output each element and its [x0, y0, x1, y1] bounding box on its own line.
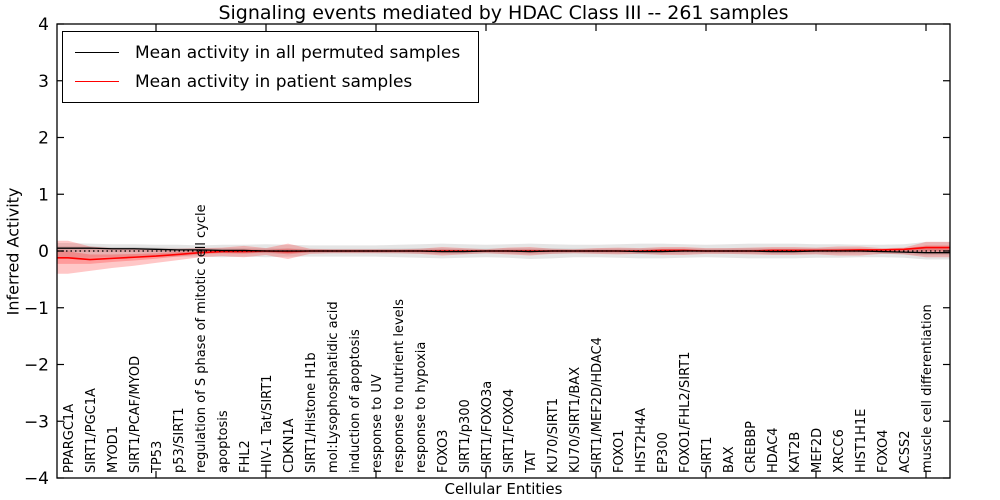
x-category-label: MYOD1	[106, 426, 121, 473]
x-category-label: FOXO4	[876, 430, 891, 473]
x-category-label: HDAC4	[766, 427, 781, 473]
y-tick-label: 2	[38, 129, 49, 149]
x-category-label: induction of apoptosis	[348, 329, 363, 473]
legend: Mean activity in all permuted samples Me…	[62, 31, 480, 103]
x-category-label: SIRT1/FOXO4	[502, 389, 517, 473]
x-category-label: FHL2	[238, 440, 253, 473]
x-category-label: FOXO1	[612, 430, 627, 473]
y-tick-label: 0	[38, 242, 49, 262]
y-tick-label: −1	[24, 299, 49, 319]
x-category-label: BAX	[722, 446, 737, 473]
legend-line-red-icon	[75, 81, 119, 82]
x-category-label: HIV-1 Tat/SIRT1	[260, 375, 275, 473]
x-category-label: ACSS2	[898, 430, 913, 473]
x-category-label: KU70/SIRT1/BAX	[568, 367, 583, 473]
x-category-label: KAT2B	[788, 432, 803, 473]
x-category-label: SIRT1/Histone H1b	[304, 352, 319, 473]
y-axis-label: Inferred Activity	[3, 187, 23, 316]
x-category-label: TAT	[524, 450, 539, 474]
x-category-label: SIRT1/PGC1A	[84, 388, 99, 473]
permuted-mean-line	[57, 247, 950, 254]
x-category-label: SIRT1/PCAF/MYOD	[128, 356, 143, 473]
legend-label-permuted: Mean activity in all permuted samples	[135, 42, 461, 63]
x-category-label: PPARGC1A	[62, 404, 77, 473]
chart-title: Signaling events mediated by HDAC Class …	[218, 2, 789, 24]
legend-item-permuted: Mean activity in all permuted samples	[75, 38, 460, 67]
x-axis-label: Cellular Entities	[444, 480, 563, 498]
x-category-label: SIRT1/p300	[458, 399, 473, 473]
legend-label-patient: Mean activity in patient samples	[135, 71, 413, 92]
y-tick-label: −2	[24, 356, 49, 376]
x-category-label: muscle cell differentiation	[920, 304, 935, 473]
legend-line-black-icon	[75, 52, 119, 53]
x-category-label: HIST1H1E	[854, 409, 869, 473]
y-tick-label: 3	[38, 72, 49, 92]
x-category-label: response to nutrient levels	[392, 299, 407, 473]
x-category-label: SIRT1	[700, 437, 715, 473]
legend-item-patient: Mean activity in patient samples	[75, 67, 460, 96]
x-category-label: FOXO1/FHL2/SIRT1	[678, 352, 693, 473]
x-category-label: XRCC6	[832, 429, 847, 473]
x-category-label: CREBBP	[744, 421, 759, 473]
y-tick-label: 1	[38, 185, 49, 205]
x-category-label: HIST2H4A	[634, 408, 649, 473]
x-category-label: MEF2D	[810, 428, 825, 473]
x-category-label: mol:Lysophosphatidic acid	[326, 301, 341, 473]
patient-band	[57, 240, 950, 274]
patient-band-inner	[57, 245, 950, 264]
x-category-label: response to hypoxia	[414, 342, 429, 473]
x-category-label: SIRT1/MEF2D/HDAC4	[590, 337, 605, 473]
x-category-label: KU70/SIRT1	[546, 398, 561, 473]
x-category-label: EP300	[656, 432, 671, 473]
x-category-label: CDKN1A	[282, 418, 297, 473]
x-category-label: response to UV	[370, 374, 385, 473]
x-category-label: SIRT1/FOXO3a	[480, 381, 495, 473]
x-category-label: p53/SIRT1	[172, 407, 187, 473]
x-category-label: FOXO3	[436, 430, 451, 473]
x-category-label: regulation of S phase of mitotic cell cy…	[194, 204, 209, 473]
y-tick-label: −4	[24, 469, 49, 489]
y-tick-label: 4	[38, 15, 49, 35]
y-tick-label: −3	[24, 412, 49, 432]
x-category-label: apoptosis	[216, 410, 231, 473]
x-category-label: TP53	[150, 441, 165, 474]
